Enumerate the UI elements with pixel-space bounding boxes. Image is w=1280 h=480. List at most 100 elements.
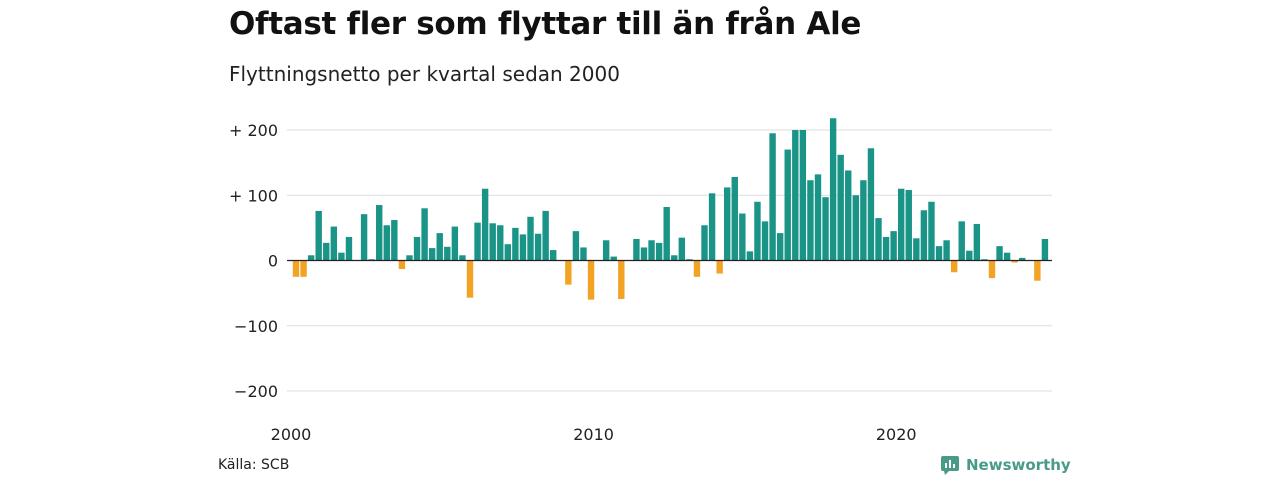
- y-tick-label: + 100: [229, 186, 278, 205]
- bar: [981, 259, 988, 261]
- bar: [459, 255, 466, 261]
- y-tick-label: −100: [234, 317, 278, 336]
- bar: [633, 238, 640, 261]
- bar: [292, 260, 300, 277]
- bar: [958, 221, 965, 261]
- bar: [618, 260, 625, 299]
- bar: [1019, 257, 1026, 261]
- bar: [988, 260, 996, 279]
- bar: [648, 240, 655, 261]
- bar: [565, 260, 572, 285]
- bar: [935, 246, 943, 261]
- bar: [428, 248, 436, 261]
- bar: [368, 259, 375, 261]
- bar: [837, 154, 844, 261]
- bar: [602, 240, 610, 261]
- x-tick-label: 2010: [573, 425, 614, 444]
- bar: [792, 130, 799, 261]
- newsworthy-logo-icon: [941, 456, 959, 475]
- bar: [376, 205, 383, 261]
- bar: [610, 256, 617, 261]
- bar: [754, 201, 761, 261]
- bar: [481, 188, 489, 261]
- bar: [640, 247, 648, 261]
- bar: [746, 251, 754, 261]
- x-tick-label: 2000: [271, 425, 312, 444]
- bar: [966, 250, 973, 261]
- source-note: Källa: SCB: [218, 457, 290, 473]
- chart-subtitle: Flyttningsnetto per kvartal sedan 2000: [229, 62, 620, 86]
- bar: [708, 193, 716, 261]
- bar: [542, 210, 549, 261]
- bar: [769, 133, 776, 261]
- bar: [489, 223, 496, 261]
- bar: [580, 247, 587, 261]
- bar: [731, 176, 738, 261]
- bar: [436, 233, 443, 261]
- brand-logo[interactable]: Newsworthy: [940, 455, 1071, 475]
- brand-name: Newsworthy: [966, 456, 1071, 474]
- bar: [360, 214, 368, 261]
- bar: [693, 260, 701, 277]
- bar: [686, 259, 693, 261]
- bar: [527, 216, 534, 261]
- bar: [761, 221, 769, 261]
- bar: [867, 148, 875, 261]
- bar: [799, 130, 807, 261]
- bar: [716, 260, 723, 274]
- bar: [1041, 238, 1049, 261]
- x-tick-label: 2020: [876, 425, 917, 444]
- bar: [860, 180, 867, 261]
- bar: [1011, 260, 1018, 263]
- bar: [807, 180, 814, 261]
- bar: [776, 233, 784, 261]
- y-tick-label: 0: [268, 252, 278, 271]
- bar: [882, 237, 890, 261]
- bar: [973, 223, 981, 261]
- bar: [814, 174, 822, 261]
- bar: [421, 208, 428, 261]
- bar: [950, 260, 958, 273]
- bar: [466, 260, 474, 298]
- bar: [655, 242, 663, 261]
- bar: [497, 225, 504, 261]
- bar: [1034, 260, 1041, 281]
- bar: [739, 213, 746, 261]
- bar: [913, 238, 920, 261]
- bar: [315, 210, 322, 261]
- y-tick-label: −200: [234, 382, 278, 401]
- bar: [943, 240, 950, 261]
- bar: [300, 260, 307, 277]
- bar: [587, 260, 595, 300]
- y-tick-label: + 200: [229, 121, 278, 140]
- bar: [323, 242, 330, 261]
- bar: [898, 188, 905, 261]
- bar: [474, 222, 481, 261]
- bar: [383, 225, 390, 261]
- bar: [519, 234, 527, 261]
- bar: [307, 255, 315, 261]
- bar: [822, 197, 829, 261]
- bar: [845, 170, 852, 261]
- bar: [504, 244, 512, 261]
- bar: [345, 237, 353, 261]
- bar: [572, 231, 580, 261]
- bar: [391, 220, 398, 261]
- bar: [996, 246, 1003, 261]
- bar: [534, 233, 542, 261]
- bar: [398, 260, 406, 269]
- bar: [852, 195, 860, 261]
- bar: [875, 218, 882, 261]
- bar: [1003, 252, 1011, 261]
- bar: [550, 250, 557, 261]
- bar: [905, 190, 912, 261]
- bar: [678, 237, 686, 261]
- bar: [512, 227, 519, 261]
- bar: [829, 118, 837, 261]
- bar: [413, 237, 421, 261]
- bar: [724, 187, 731, 261]
- bar: [784, 149, 791, 261]
- bar: [330, 226, 338, 261]
- bar: [890, 231, 897, 261]
